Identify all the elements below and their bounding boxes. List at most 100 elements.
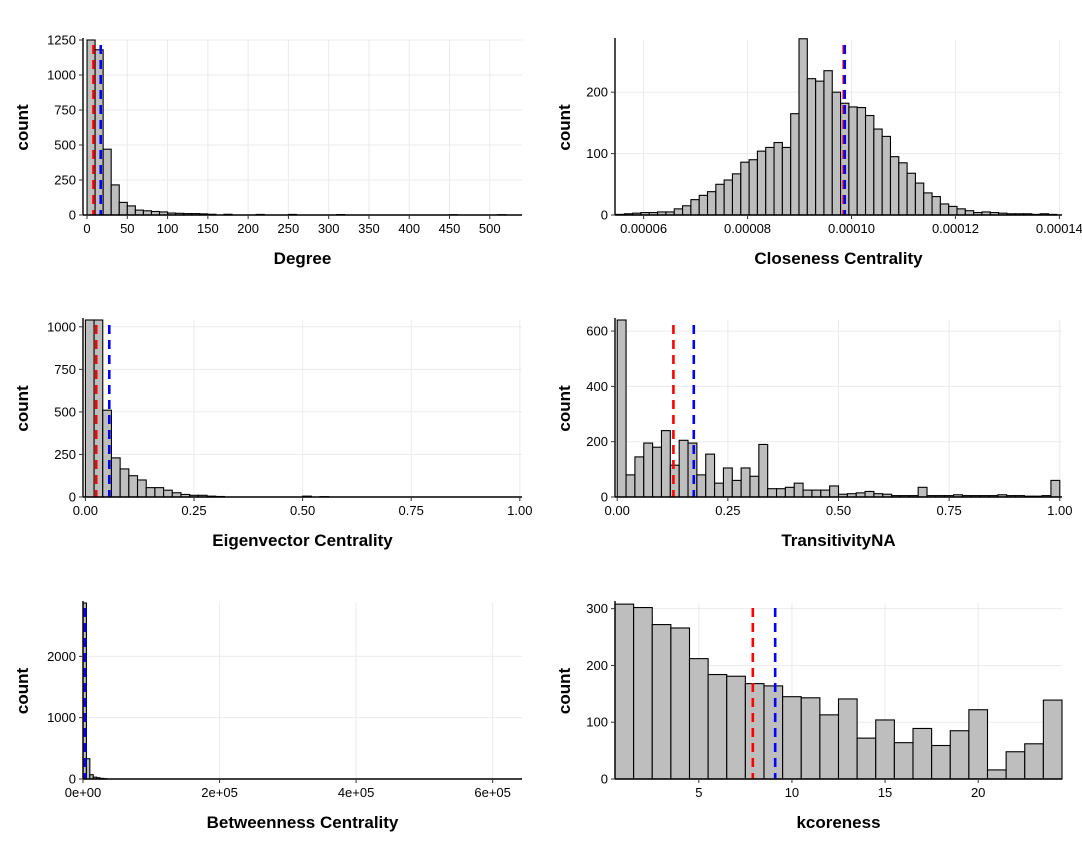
histogram-bar xyxy=(856,106,867,216)
y-tick-label: 100 xyxy=(586,146,608,161)
histogram-bar xyxy=(145,487,156,498)
y-tick-label: 300 xyxy=(586,601,608,616)
histogram-bar xyxy=(660,430,671,498)
histogram-bar xyxy=(706,191,717,216)
y-tick-label: 200 xyxy=(586,85,608,100)
histogram-bar xyxy=(782,696,802,780)
histogram-bar xyxy=(889,156,900,216)
histogram-bar xyxy=(893,742,914,780)
histogram-bar xyxy=(823,70,833,216)
y-tick-label: 200 xyxy=(586,658,608,673)
histogram-bar xyxy=(767,488,778,498)
histogram-bar xyxy=(864,490,875,498)
x-tick-label: 0.00 xyxy=(73,503,98,518)
histogram-bar xyxy=(740,161,750,216)
histogram-bar xyxy=(688,658,709,780)
histogram-bar xyxy=(722,467,733,498)
y-tick-label: 2000 xyxy=(47,649,76,664)
x-tick-label: 4e+05 xyxy=(338,785,375,800)
histogram-bar xyxy=(748,159,758,216)
histogram-bar xyxy=(765,146,775,216)
x-tick-label: 100 xyxy=(157,221,179,236)
histogram-bar xyxy=(820,489,831,498)
histogram-bar xyxy=(163,489,173,498)
x-tick-label: 0.50 xyxy=(290,503,315,518)
y-tick-label: 750 xyxy=(54,103,76,118)
histogram-bar xyxy=(819,714,840,780)
histogram-bar xyxy=(634,456,645,498)
x-tick-label: 0.75 xyxy=(399,503,424,518)
x-tick-label: 250 xyxy=(278,221,300,236)
histogram-bar xyxy=(931,744,951,780)
histogram-bar xyxy=(731,173,742,216)
chart-panel-closeness: 0.00006 0.00008 0.00010 0.00012 0.00014 0 100 2… xyxy=(555,38,1082,268)
histogram-bar xyxy=(773,141,783,216)
y-tick-label: 500 xyxy=(54,138,76,153)
histogram-bar xyxy=(912,727,933,780)
histogram-bar xyxy=(815,80,825,216)
histogram-bar xyxy=(110,184,120,216)
histogram-bar xyxy=(678,439,689,498)
y-axis-title: count xyxy=(13,385,32,432)
y-tick-label: 750 xyxy=(54,362,76,377)
x-tick-label: 6e+05 xyxy=(474,785,511,800)
histogram-bar xyxy=(102,148,112,216)
histogram-bar xyxy=(673,208,684,216)
x-tick-label: 10 xyxy=(785,785,799,800)
histogram-bar xyxy=(749,475,760,498)
histogram-bar xyxy=(811,489,822,498)
histogram-bar xyxy=(956,208,966,216)
histogram-bar xyxy=(707,673,728,780)
histogram-bar xyxy=(790,113,800,216)
histogram-bar xyxy=(914,182,925,216)
histogram-bar xyxy=(669,464,680,498)
histogram-bar xyxy=(784,486,795,498)
histogram-bar xyxy=(798,38,808,216)
histogram-bar xyxy=(1024,743,1044,780)
histogram-bar xyxy=(1050,479,1061,498)
y-tick-label: 0 xyxy=(69,208,76,223)
chart-panel-transitivity: 0.00 0.25 0.50 0.75 1.00 0 200 400 600 Transitivi… xyxy=(555,318,1072,550)
histogram-bar xyxy=(881,135,892,216)
x-tick-label: 0.25 xyxy=(715,503,740,518)
histogram-bar xyxy=(802,489,813,498)
x-tick-label: 0.00014 xyxy=(1036,221,1082,236)
y-tick-label: 400 xyxy=(586,379,608,394)
histogram-bar xyxy=(775,488,786,498)
histogram-bar xyxy=(652,446,663,498)
histogram-bar xyxy=(731,479,742,498)
histogram-bar xyxy=(643,442,654,498)
x-tick-label: 1.00 xyxy=(1047,503,1072,518)
histogram-bar xyxy=(898,162,908,216)
y-axis-title: count xyxy=(13,668,32,715)
y-tick-label: 100 xyxy=(586,715,608,730)
histogram-bar xyxy=(906,172,916,216)
histogram-bar xyxy=(616,319,627,498)
histogram-bar xyxy=(758,443,769,498)
histogram-bar xyxy=(1005,751,1026,780)
histogram-bar xyxy=(744,683,765,780)
histogram-bar xyxy=(726,675,746,780)
x-tick-label: 15 xyxy=(878,785,892,800)
x-tick-label: 450 xyxy=(439,221,461,236)
histogram-bar xyxy=(837,698,858,780)
histogram-bar xyxy=(923,192,933,216)
histogram-bar xyxy=(154,487,165,498)
chart-panel-eigenvector: 0.00 0.25 0.50 0.75 1.00 0 250 500 750 1000 Eigenv… xyxy=(13,318,532,550)
y-tick-label: 1000 xyxy=(47,710,76,725)
y-tick-label: 0 xyxy=(69,490,76,505)
histogram-bar xyxy=(756,150,767,216)
x-axis-title: kcoreness xyxy=(796,813,880,832)
histogram-bar xyxy=(740,467,751,498)
histogram-bar xyxy=(126,205,136,216)
histogram-bar xyxy=(690,199,700,216)
histogram-bar xyxy=(831,91,842,216)
chart-panel-betweenness: 0e+00 2e+05 4e+05 6e+05 0 1000 2000 Betweenness… xyxy=(13,601,522,832)
histogram-bar xyxy=(625,474,636,498)
histogram-bar xyxy=(948,205,958,216)
y-tick-label: 0 xyxy=(601,772,608,787)
histogram-bar xyxy=(864,114,875,216)
histogram-bar xyxy=(875,719,895,780)
